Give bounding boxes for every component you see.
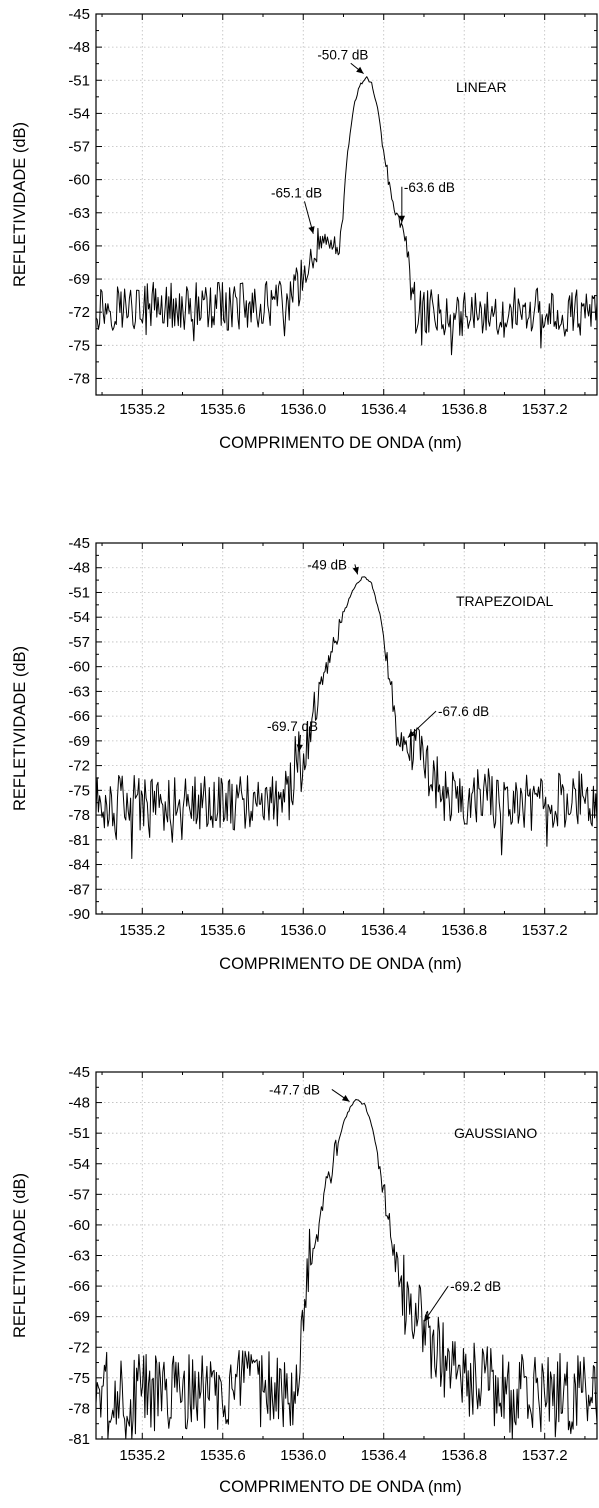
annotation-arrowhead — [308, 226, 315, 234]
y-tick-label: -75 — [68, 782, 90, 799]
series-line — [95, 1098, 598, 1440]
chart-panel-1: -45 -48 -51 -54 -57 -60 -63 -66 -69 -72 -75 -78 1535… — [11, 6, 598, 452]
x-tick-label: 1536.4 — [361, 1447, 407, 1464]
annotation-arrow-line — [423, 1285, 449, 1323]
y-tick-label: -48 — [68, 560, 90, 577]
annotation-label: -63.6 dB — [404, 180, 455, 195]
y-tick-label: -63 — [68, 205, 90, 222]
y-tick-label: -66 — [68, 1278, 90, 1295]
y-tick-label: -69 — [68, 271, 90, 288]
y-tick-label: -81 — [68, 1431, 90, 1448]
x-tick-label: 1535.6 — [200, 922, 246, 939]
y-tick-label: -78 — [68, 807, 90, 824]
series-line — [95, 76, 598, 356]
y-tick-label: -84 — [68, 857, 90, 874]
annotation-label: -69.7 dB — [267, 719, 318, 734]
x-tick-label: 1536.4 — [361, 401, 407, 418]
y-tick-label: -54 — [68, 1156, 90, 1173]
annotation-label: -49 dB — [307, 557, 347, 572]
y-tick-label: -75 — [68, 1370, 90, 1387]
y-tick-label: -57 — [68, 1186, 90, 1203]
y-axis-title: REFLETIVIDADE (dB) — [11, 1173, 29, 1338]
x-tick-label: 1535.6 — [200, 401, 246, 418]
gridlines — [96, 14, 597, 395]
annotation-arrowhead — [341, 1094, 350, 1102]
x-tick-label: 1536.8 — [441, 1447, 487, 1464]
plot-frame — [95, 13, 598, 396]
y-tick-label: -51 — [68, 1125, 90, 1142]
series-line — [95, 576, 598, 859]
y-tick-label: -54 — [68, 105, 90, 122]
x-tick-label: 1536.0 — [280, 401, 326, 418]
x-tick-label: 1535.2 — [119, 1447, 165, 1464]
series-label: GAUSSIANO — [454, 1125, 537, 1141]
chart-panel-2: -45 -48 -51 -54 -57 -60 -63 -66 -69 -72 -75 -78 -81 -… — [11, 535, 598, 973]
y-tick-label: -75 — [68, 337, 90, 354]
y-tick-label: -63 — [68, 683, 90, 700]
y-tick-label: -69 — [68, 1309, 90, 1326]
y-tick-label: -45 — [68, 6, 90, 23]
annotation-arrowhead — [356, 66, 364, 74]
y-tick-label: -63 — [68, 1248, 90, 1265]
y-tick-label: -69 — [68, 733, 90, 750]
x-tick-label: 1536.4 — [361, 922, 407, 939]
annotation-arrowhead — [407, 730, 416, 738]
y-tick-label: -60 — [68, 659, 90, 676]
x-tick-label: 1536.8 — [441, 401, 487, 418]
y-tick-label: -54 — [68, 609, 90, 626]
annotation-label: -69.2 dB — [450, 1279, 501, 1294]
gridlines — [96, 1072, 597, 1439]
annotation-label: -67.6 dB — [438, 704, 489, 719]
x-tick-label: 1536.0 — [280, 1447, 326, 1464]
x-axis-title: COMPRIMENTO DE ONDA (nm) — [219, 434, 462, 452]
series-label: TRAPEZOIDAL — [456, 593, 553, 609]
x-tick-label: 1535.2 — [119, 922, 165, 939]
annotation-label: -65.1 dB — [271, 185, 322, 200]
y-tick-label: -87 — [68, 881, 90, 898]
x-tick-label: 1536.8 — [441, 922, 487, 939]
y-tick-label: -66 — [68, 238, 90, 255]
x-tick-label: 1537.2 — [522, 1447, 568, 1464]
y-tick-label: -57 — [68, 634, 90, 651]
x-tick-label: 1537.2 — [522, 922, 568, 939]
y-axis-title: REFLETIVIDADE (dB) — [11, 122, 29, 287]
x-tick-label: 1535.6 — [200, 1447, 246, 1464]
y-axis-title: REFLETIVIDADE (dB) — [11, 646, 29, 811]
y-tick-label: -48 — [68, 1095, 90, 1112]
y-tick-label: -72 — [68, 1339, 90, 1356]
chart-panel-3: -45 -48 -51 -54 -57 -60 -63 -66 -69 -72 -75 -78 -81 1… — [11, 1064, 598, 1496]
y-tick-label: -90 — [68, 906, 90, 923]
y-tick-label: -45 — [68, 535, 90, 552]
y-tick-label: -45 — [68, 1064, 90, 1081]
y-tick-label: -72 — [68, 304, 90, 321]
x-axis-title: COMPRIMENTO DE ONDA (nm) — [219, 955, 462, 973]
y-tick-label: -66 — [68, 708, 90, 725]
annotation-arrowhead — [296, 744, 303, 752]
x-axis-title: COMPRIMENTO DE ONDA (nm) — [219, 1478, 462, 1496]
y-tick-label: -60 — [68, 172, 90, 189]
y-tick-label: -72 — [68, 758, 90, 775]
y-tick-label: -57 — [68, 139, 90, 156]
x-tick-label: 1536.0 — [280, 922, 326, 939]
x-tick-label: 1537.2 — [522, 401, 568, 418]
series-label: LINEAR — [456, 79, 507, 95]
y-tick-label: -81 — [68, 832, 90, 849]
y-tick-label: -60 — [68, 1217, 90, 1234]
y-tick-label: -51 — [68, 584, 90, 601]
y-tick-label: -78 — [68, 1400, 90, 1417]
y-tick-label: -48 — [68, 39, 90, 56]
annotation-label: -47.7 dB — [269, 1082, 320, 1097]
x-tick-label: 1535.2 — [119, 401, 165, 418]
annotation-arrowhead — [352, 566, 359, 575]
gridlines — [96, 543, 597, 914]
y-tick-label: -51 — [68, 72, 90, 89]
annotation-arrowhead — [423, 1314, 431, 1322]
annotation-arrowhead — [398, 215, 406, 223]
y-tick-label: -78 — [68, 370, 90, 387]
annotation-label: -50.7 dB — [317, 47, 368, 62]
